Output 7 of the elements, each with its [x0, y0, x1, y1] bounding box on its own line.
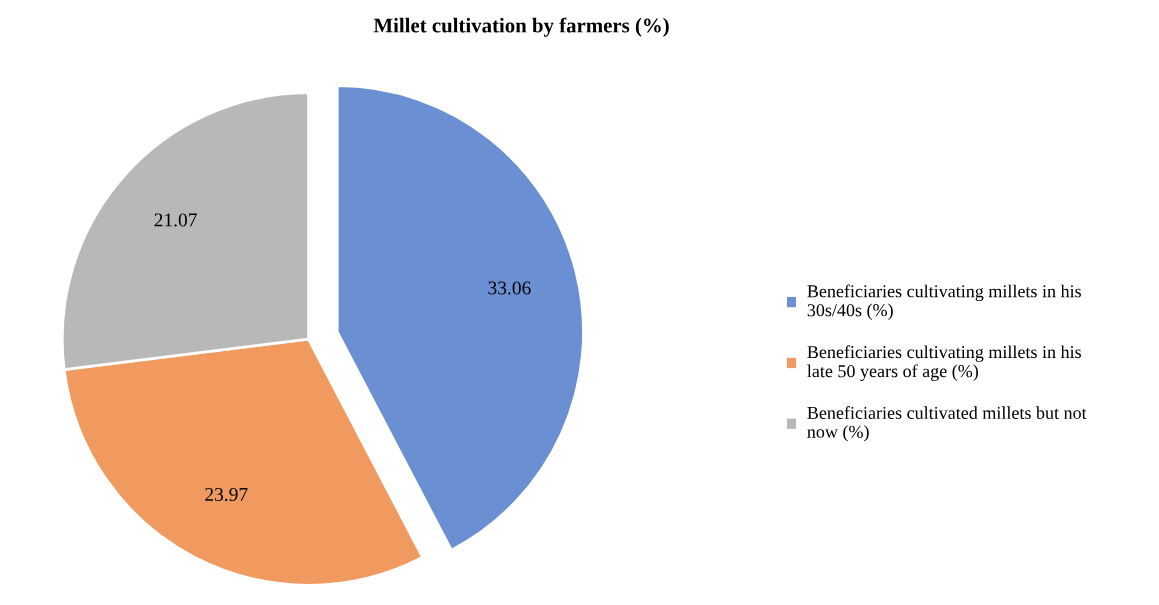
chart-title: Millet cultivation by farmers (%): [373, 17, 669, 37]
legend-label: Beneficiaries cultivating millets in his 30s/40s (%): [807, 284, 1081, 320]
data-label: 23.97: [205, 487, 248, 502]
legend-label: Beneficiaries cultivated millets but not now (%): [807, 406, 1087, 442]
data-label: 33.06: [488, 281, 531, 295]
legend-label: Beneficiaries cultivating millets in his late 50 years of age (%): [807, 345, 1081, 381]
data-label: 21.07: [154, 213, 197, 227]
